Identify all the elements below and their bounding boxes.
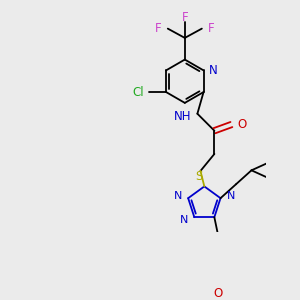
Text: N: N (209, 64, 218, 77)
Text: F: F (208, 22, 214, 35)
Text: NH: NH (174, 110, 191, 122)
Text: F: F (182, 11, 188, 23)
Text: N: N (180, 214, 188, 224)
Text: F: F (155, 22, 162, 35)
Text: O: O (214, 287, 223, 300)
Text: N: N (227, 191, 235, 201)
Text: N: N (174, 191, 182, 201)
Text: S: S (195, 170, 203, 183)
Text: O: O (238, 118, 247, 131)
Text: Cl: Cl (133, 85, 144, 98)
